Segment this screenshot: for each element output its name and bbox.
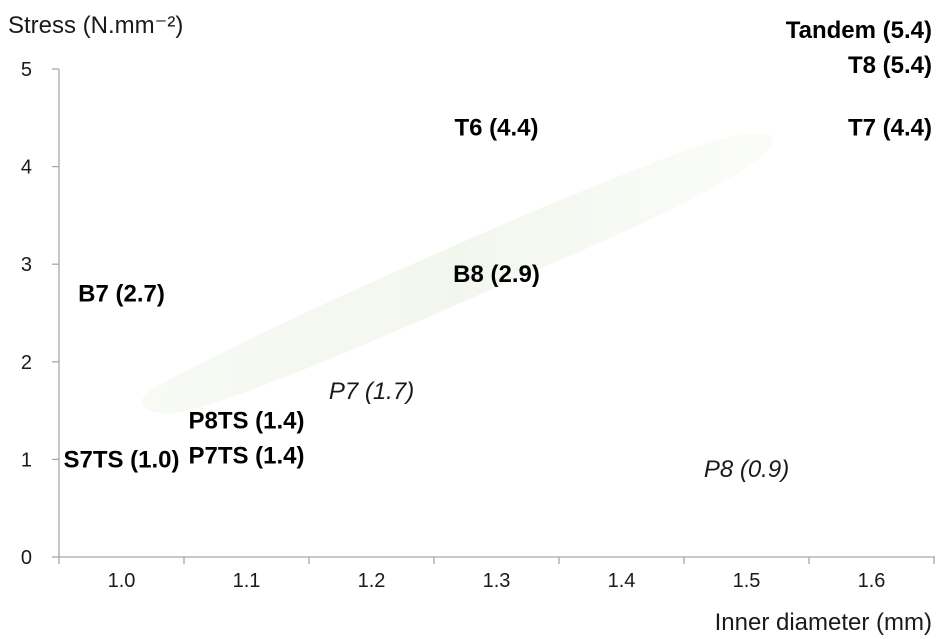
y-ticks: 0 1 2 3 4 5 (21, 59, 59, 569)
data-point-label: B7 (2.7) (78, 280, 165, 307)
x-tick-label: 1.0 (108, 570, 136, 592)
data-point-label: Tandem (5.4) (786, 17, 932, 44)
data-point-label: T7 (4.4) (848, 115, 932, 142)
x-axis-label: Inner diameter (mm) (715, 609, 932, 636)
y-tick-label: 4 (21, 157, 32, 179)
x-tick-label: 1.5 (733, 570, 761, 592)
x-tick-label: 1.1 (233, 570, 261, 592)
data-point-label: P7 (1.7) (329, 378, 414, 405)
data-point-label: P8 (0.9) (704, 456, 789, 483)
data-point-label: S7TS (1.0) (63, 446, 179, 473)
data-point-label: T8 (5.4) (848, 52, 932, 79)
data-point-label: P7TS (1.4) (188, 442, 304, 469)
data-point-label: P8TS (1.4) (188, 407, 304, 434)
data-labels: Tandem (5.4) T8 (5.4) T7 (4.4) T6 (4.4) B8 (… (63, 17, 932, 483)
data-point-label: T6 (4.4) (454, 115, 538, 142)
y-axis-label: Stress (N.mm⁻²) (8, 12, 183, 39)
y-tick-label: 0 (21, 547, 32, 569)
x-tick-label: 1.2 (358, 570, 386, 592)
y-tick-label: 5 (21, 59, 32, 81)
data-point-label: B8 (2.9) (453, 261, 540, 288)
x-tick-label: 1.4 (608, 570, 636, 592)
trend-band (142, 133, 773, 414)
y-tick-label: 3 (21, 254, 32, 276)
y-tick-label: 1 (21, 449, 32, 471)
y-tick-label: 2 (21, 352, 32, 374)
x-tick-label: 1.6 (858, 570, 886, 592)
x-ticks: 1.0 1.1 1.2 1.3 1.4 1.5 1.6 (58, 557, 935, 592)
x-tick-label: 1.3 (483, 570, 511, 592)
